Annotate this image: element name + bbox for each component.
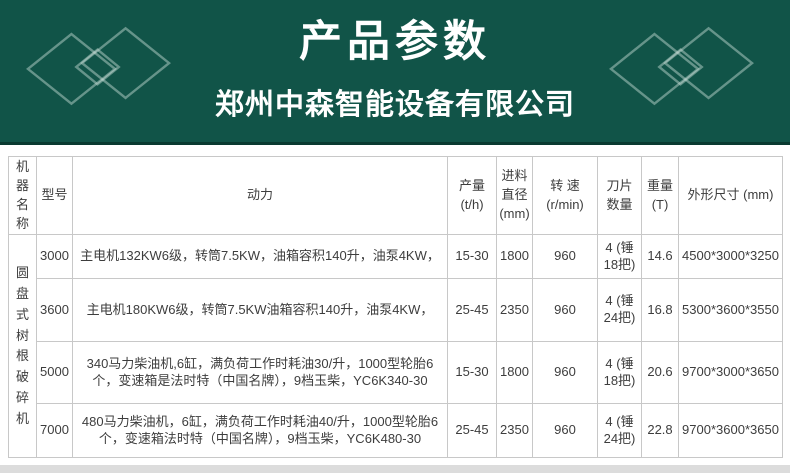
banner: 产品参数 郑州中森智能设备有限公司 [0,0,790,145]
speed-cell: 960 [532,403,598,459]
weight-cell: 22.8 [641,403,679,459]
output-cell: 15-30 [447,341,497,405]
model-cell: 7000 [36,403,73,459]
table-row: 5000 340马力柴油机,6缸，满负荷工作时耗油30/升，1000型轮胎6个，… [9,341,783,405]
dimensions-cell: 4500*3000*3250 [678,234,783,280]
feed-diameter-cell: 2350 [496,403,533,459]
header-row: 机器名称 型号 动力 产量 (t/h) 进料 直径 (mm) 转 速 (r/mi… [8,155,783,236]
col-header-blade-count: 刀片 数量 [597,155,642,236]
speed-cell: 960 [532,278,598,343]
feed-diameter-cell: 1800 [496,234,533,280]
machine-name-value: 圆盘式树根破碎机 [15,265,29,426]
page-title: 产品参数 [299,18,491,66]
blade-count-cell: 4 (锤18把) [597,234,642,280]
model-cell: 3600 [36,278,73,343]
speed-cell: 960 [532,341,598,405]
table-row: 7000 480马力柴油机，6缸，满负荷工作时耗油40/升，1000型轮胎6个，… [9,403,783,459]
blade-count-cell: 4 (锤24把) [597,278,642,343]
dimensions-cell: 5300*3600*3550 [678,278,783,343]
diamonds-right-icon [609,26,754,106]
weight-cell: 16.8 [641,278,679,343]
col-header-dimensions: 外形尺寸 (mm) [678,155,783,236]
weight-cell: 20.6 [641,341,679,405]
col-header-speed: 转 速 (r/min) [532,155,598,236]
power-cell: 340马力柴油机,6缸，满负荷工作时耗油30/升，1000型轮胎6个，变速箱是法… [72,341,448,405]
output-cell: 25-45 [447,403,497,459]
power-cell: 480马力柴油机，6缸，满负荷工作时耗油40/升，1000型轮胎6个，变速箱法时… [72,403,448,459]
output-cell: 25-45 [447,278,497,343]
power-cell: 主电机132KW6级，转筒7.5KW，油箱容积140升，油泵4KW， [72,234,448,280]
blade-count-cell: 4 (锤18把) [597,341,642,405]
model-cell: 5000 [36,341,73,405]
speed-cell: 960 [532,234,598,280]
col-header-machine-name: 机器名称 [8,155,37,236]
bottom-divider [0,465,790,473]
machine-name-cell: 圆盘式树根破碎机 [8,234,37,459]
weight-cell: 14.6 [641,234,679,280]
col-header-weight: 重量 (T) [641,155,679,236]
dimensions-cell: 9700*3000*3650 [678,341,783,405]
col-header-output: 产量 (t/h) [447,155,497,236]
diamonds-left-icon [26,26,171,106]
col-header-model: 型号 [36,155,73,236]
dimensions-cell: 9700*3600*3650 [678,403,783,459]
spec-table: 机器名称 型号 动力 产量 (t/h) 进料 直径 (mm) 转 速 (r/mi… [8,155,783,459]
company-name: 郑州中森智能设备有限公司 [214,89,575,121]
table-row: 3600 主电机180KW6级，转筒7.5KW油箱容积140升，油泵4KW， 2… [9,278,783,343]
col-header-feed-diameter: 进料 直径 (mm) [496,155,533,236]
table-row: 圆盘式树根破碎机 3000 主电机132KW6级，转筒7.5KW，油箱容积140… [8,234,783,459]
model-cell: 3000 [36,234,73,280]
power-cell: 主电机180KW6级，转筒7.5KW油箱容积140升，油泵4KW， [72,278,448,343]
blade-count-cell: 4 (锤24把) [597,403,642,459]
col-header-power: 动力 [72,155,448,236]
machine-name-label: 机器名称 [15,159,29,231]
output-cell: 15-30 [447,234,497,280]
feed-diameter-cell: 1800 [496,341,533,405]
feed-diameter-cell: 2350 [496,278,533,343]
